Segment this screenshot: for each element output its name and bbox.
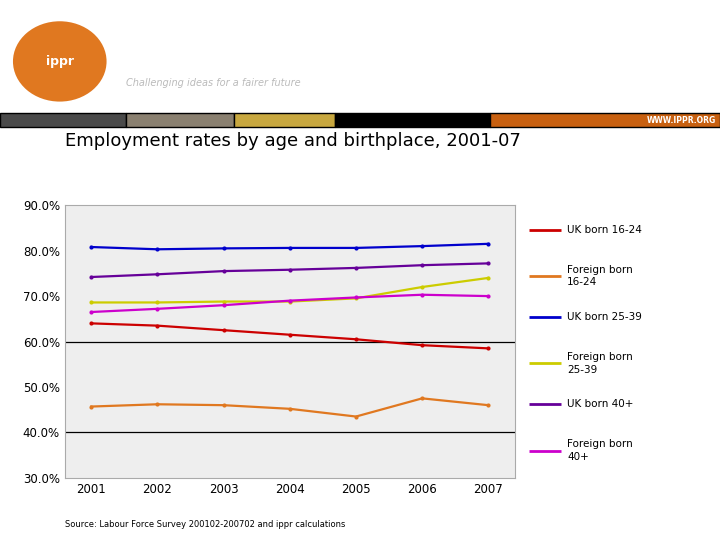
- Text: Foreign born
16-24: Foreign born 16-24: [567, 265, 633, 287]
- Text: Foreign born
25-39: Foreign born 25-39: [567, 352, 633, 375]
- Text: UK born 16-24: UK born 16-24: [567, 225, 642, 235]
- FancyBboxPatch shape: [234, 113, 335, 127]
- Text: Foreign born
40+: Foreign born 40+: [567, 440, 633, 462]
- Text: Institute for Public Policy Research: Institute for Public Policy Research: [126, 40, 444, 55]
- FancyBboxPatch shape: [126, 113, 234, 127]
- Ellipse shape: [13, 21, 107, 102]
- FancyBboxPatch shape: [0, 113, 126, 127]
- Text: Source: Labour Force Survey 200102-200702 and ippr calculations: Source: Labour Force Survey 200102-20070…: [65, 520, 345, 529]
- Text: WWW.IPPR.ORG: WWW.IPPR.ORG: [647, 116, 716, 125]
- Text: UK born 40+: UK born 40+: [567, 399, 634, 409]
- FancyBboxPatch shape: [490, 113, 720, 127]
- Text: ippr: ippr: [46, 55, 73, 68]
- Text: Employment rates by age and birthplace, 2001-07: Employment rates by age and birthplace, …: [65, 132, 521, 150]
- Text: Challenging ideas for a fairer future: Challenging ideas for a fairer future: [126, 78, 301, 88]
- FancyBboxPatch shape: [335, 113, 490, 127]
- Text: UK born 25-39: UK born 25-39: [567, 312, 642, 322]
